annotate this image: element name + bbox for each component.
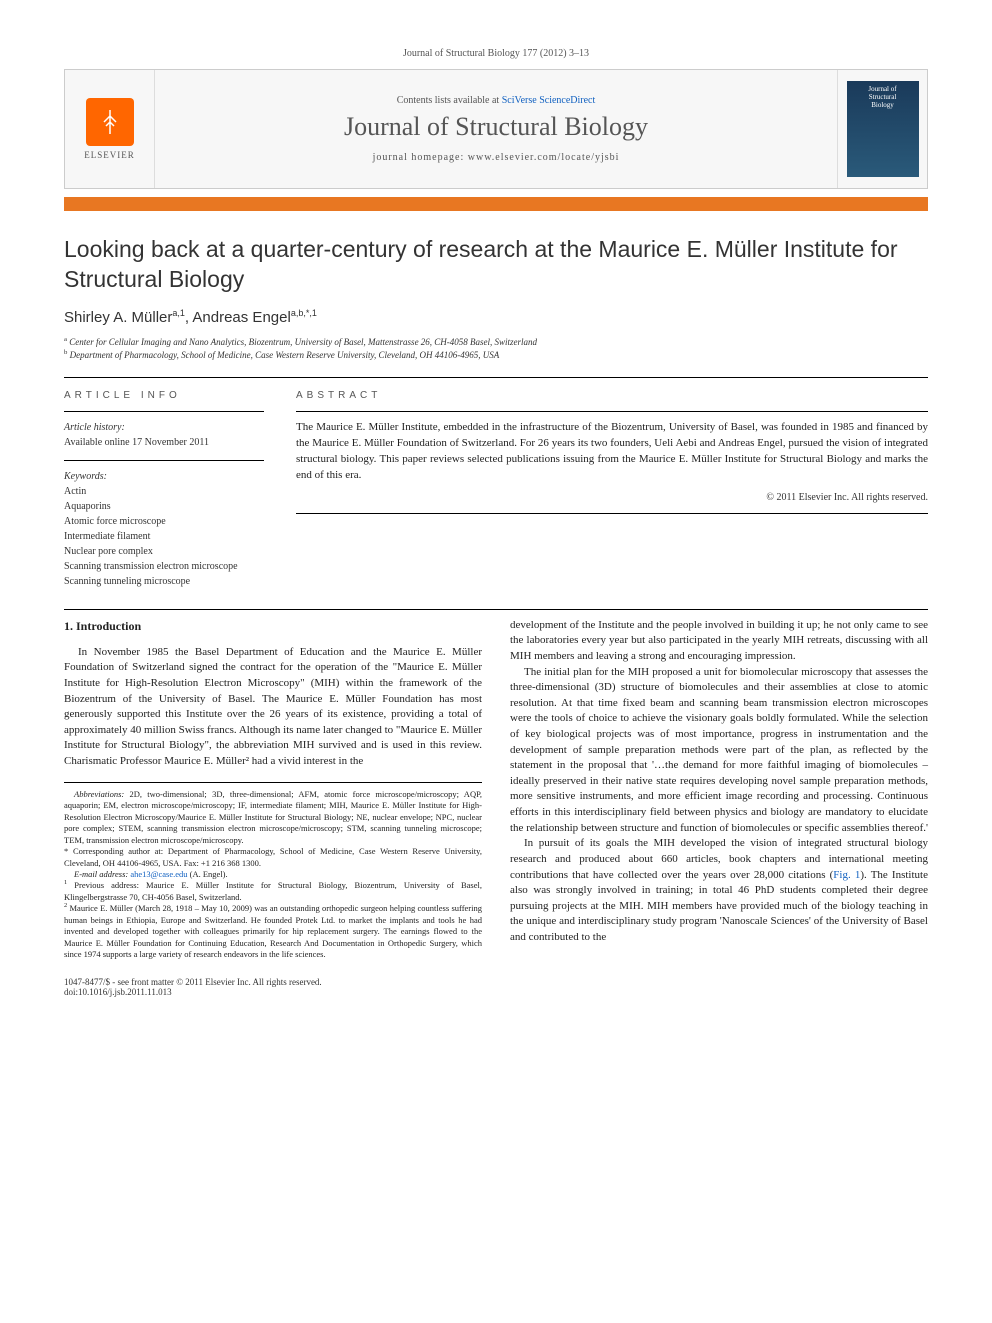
abstract-copyright: © 2011 Elsevier Inc. All rights reserved… — [296, 492, 928, 503]
body-paragraph: The initial plan for the MIH proposed a … — [510, 665, 928, 837]
publisher-logo-box: ELSEVIER — [65, 70, 155, 188]
email-link[interactable]: ahe13@case.edu — [130, 869, 187, 879]
journal-banner: ELSEVIER Contents lists available at Sci… — [64, 69, 928, 189]
footnote-text: (A. Engel). — [188, 869, 228, 879]
body-paragraph: In November 1985 the Basel Department of… — [64, 645, 482, 770]
contents-available-line: Contents lists available at SciVerse Sci… — [397, 95, 596, 106]
author-affil-marker: a,b,*,1 — [291, 308, 317, 318]
homepage-prefix: journal homepage: — [373, 152, 468, 163]
keyword: Scanning tunneling microscope — [64, 574, 264, 589]
footnote-text: Maurice E. Müller (March 28, 1918 – May … — [64, 903, 482, 959]
footnote-label: E-mail address: — [74, 869, 128, 879]
affiliation-line: Department of Pharmacology, School of Me… — [70, 350, 500, 360]
author-list: Shirley A. Müllera,1, Andreas Engela,b,*… — [64, 309, 928, 326]
footnote-text: 2D, two-dimensional; 3D, three-dimension… — [64, 789, 482, 845]
keyword: Aquaporins — [64, 499, 264, 514]
divider — [64, 460, 264, 461]
elsevier-tree-icon — [86, 98, 134, 146]
keywords-label: Keywords: — [64, 469, 264, 484]
cover-thumbnail-box: Journal of Structural Biology — [837, 70, 927, 188]
footnote-label: Abbreviations: — [74, 789, 124, 799]
abstract-text: The Maurice E. Müller Institute, embedde… — [296, 420, 928, 484]
journal-homepage-line: journal homepage: www.elsevier.com/locat… — [373, 152, 620, 163]
author-name: Shirley A. Müller — [64, 309, 172, 326]
article-history-label: Article history: — [64, 420, 264, 435]
figure-link[interactable]: Fig. 1 — [833, 869, 860, 881]
publisher-name: ELSEVIER — [84, 150, 135, 160]
divider — [64, 411, 264, 412]
divider — [296, 411, 928, 412]
page-footer: 1047-8477/$ - see front matter © 2011 El… — [64, 977, 928, 997]
contents-prefix: Contents lists available at — [397, 95, 502, 106]
footnotes-block: Abbreviations: 2D, two-dimensional; 3D, … — [64, 782, 482, 961]
divider — [64, 377, 928, 378]
homepage-url: www.elsevier.com/locate/yjsbi — [468, 152, 620, 163]
keywords-list: Actin Aquaporins Atomic force microscope… — [64, 484, 264, 589]
abstract-label: ABSTRACT — [296, 390, 928, 401]
keyword: Scanning transmission electron microscop… — [64, 559, 264, 574]
keyword: Nuclear pore complex — [64, 544, 264, 559]
footnote-text: Corresponding author at: Department of P… — [64, 846, 482, 867]
body-paragraph: In pursuit of its goals the MIH develope… — [510, 836, 928, 945]
cover-line: Biology — [871, 101, 894, 109]
accent-bar — [64, 197, 928, 211]
author-affil-marker: a,1 — [172, 308, 185, 318]
journal-name: Journal of Structural Biology — [344, 112, 648, 142]
keyword: Intermediate filament — [64, 529, 264, 544]
cover-line: Structural — [869, 93, 897, 101]
section-heading: 1. Introduction — [64, 618, 482, 635]
keyword: Actin — [64, 484, 264, 499]
keyword: Atomic force microscope — [64, 514, 264, 529]
divider — [296, 513, 928, 514]
cover-thumbnail: Journal of Structural Biology — [847, 81, 919, 177]
running-header: Journal of Structural Biology 177 (2012)… — [64, 48, 928, 59]
cover-line: Journal of — [868, 85, 896, 93]
article-info-label: ARTICLE INFO — [64, 390, 264, 401]
affiliations: a Center for Cellular Imaging and Nano A… — [64, 336, 928, 363]
article-title: Looking back at a quarter-century of res… — [64, 235, 928, 295]
body-paragraph: development of the Institute and the peo… — [510, 618, 928, 665]
body-column-left: 1. Introduction In November 1985 the Bas… — [64, 618, 482, 961]
affiliation-line: Center for Cellular Imaging and Nano Ana… — [69, 337, 537, 347]
front-matter-line: 1047-8477/$ - see front matter © 2011 El… — [64, 977, 322, 987]
sciencedirect-link[interactable]: SciVerse ScienceDirect — [502, 95, 596, 106]
footnote-text: Previous address: Maurice E. Müller Inst… — [64, 880, 482, 901]
doi-line: doi:10.1016/j.jsb.2011.11.013 — [64, 987, 322, 997]
author-name: , Andreas Engel — [185, 309, 291, 326]
body-column-right: development of the Institute and the peo… — [510, 618, 928, 961]
divider — [64, 609, 928, 610]
article-history-line: Available online 17 November 2011 — [64, 435, 264, 450]
